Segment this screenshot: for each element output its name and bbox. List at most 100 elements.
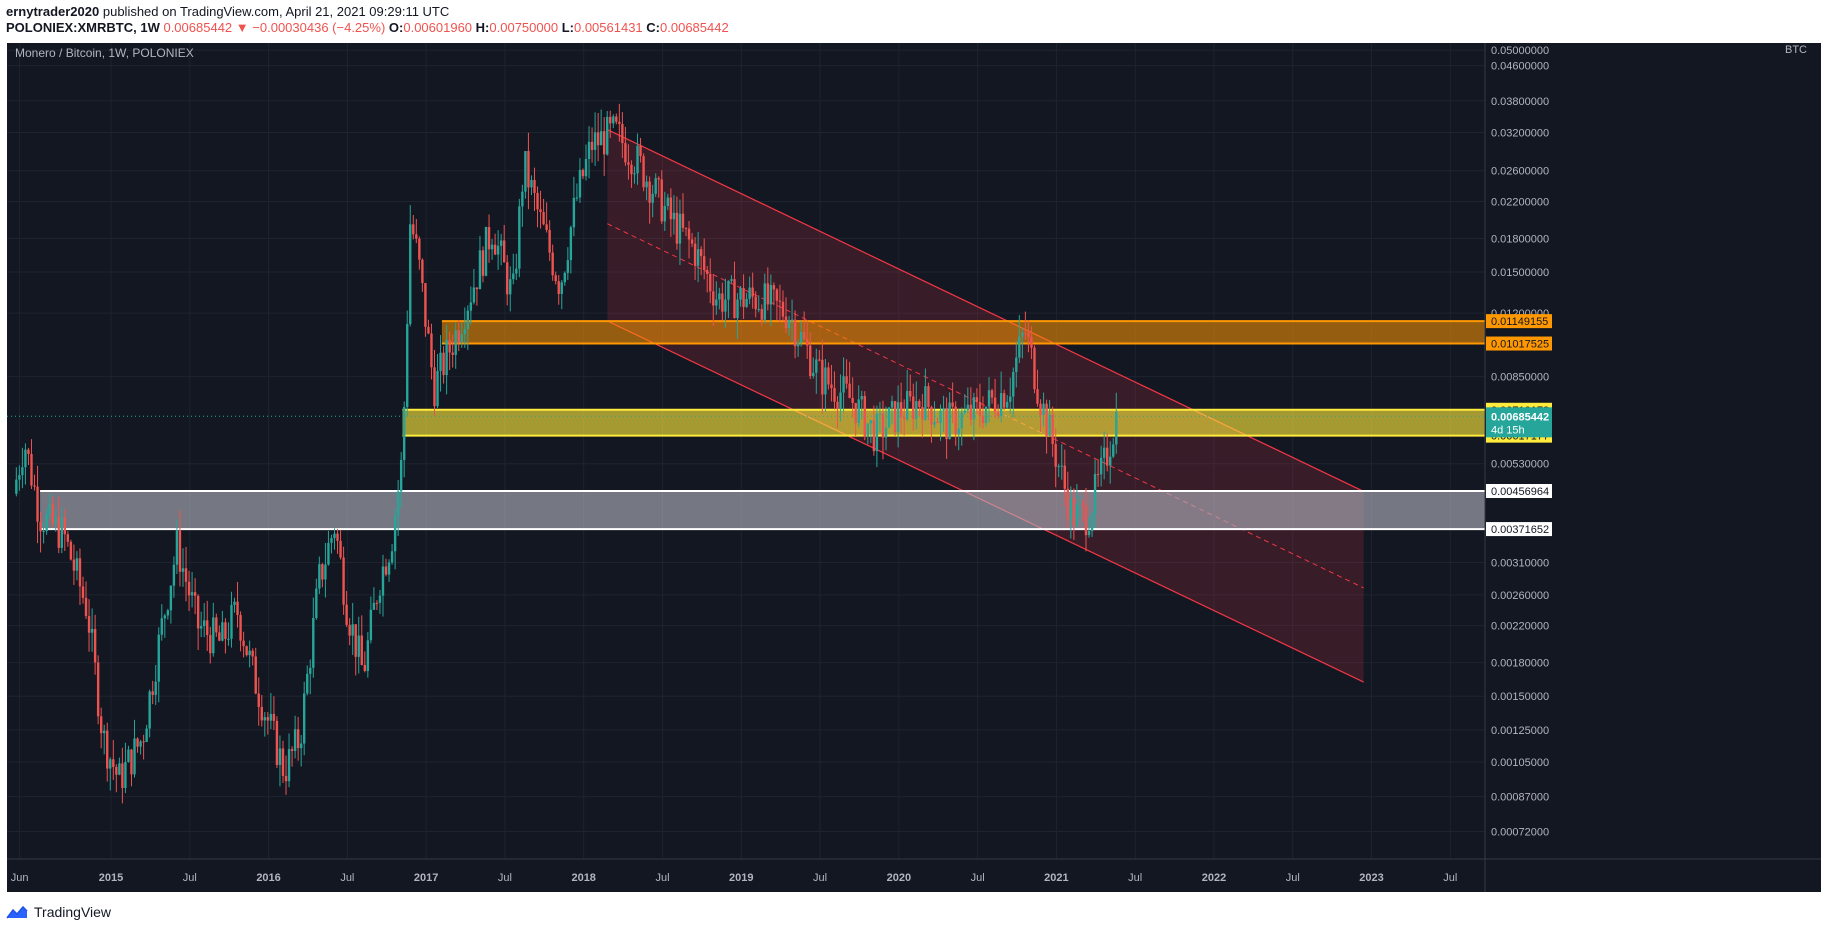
candle-body (406, 324, 409, 408)
candle-body (1027, 332, 1030, 337)
candle-body (187, 581, 191, 596)
y-tick-label: 0.02600000 (1491, 166, 1549, 178)
x-tick-label: 2022 (1202, 872, 1226, 884)
footer-brand[interactable]: TradingView (34, 904, 112, 920)
tradingview-logo-icon[interactable] (6, 905, 28, 919)
candle-body (121, 763, 124, 788)
y-tick-label: 0.00310000 (1491, 557, 1549, 569)
candle-body (642, 156, 645, 188)
candle-body (218, 632, 221, 641)
chart-grid (7, 43, 1485, 859)
candle-body (1072, 498, 1076, 526)
high-label: H: (475, 20, 490, 35)
candle-body (1051, 414, 1054, 445)
candle-body (533, 179, 536, 193)
zone-price-label: 0.01017525 (1491, 339, 1549, 351)
candle-body (1078, 503, 1082, 505)
candle-body (712, 291, 715, 306)
candle-body (475, 287, 479, 290)
candle-body (963, 410, 966, 413)
y-tick-label: 0.05000000 (1491, 45, 1549, 57)
candle-body (63, 517, 67, 535)
price-change: −0.00030436 (−4.25%) (252, 20, 386, 35)
candle-body (139, 741, 142, 747)
candle-body (1002, 393, 1006, 408)
candle-body (84, 597, 88, 617)
candle-body (1060, 465, 1063, 467)
candle-body (993, 397, 997, 412)
candle-body (330, 538, 333, 543)
candle-body (1063, 465, 1066, 489)
candle-body (924, 386, 927, 420)
candle-body (163, 615, 167, 619)
candle-body (148, 691, 151, 729)
candles (15, 103, 1118, 804)
candle-body (936, 422, 939, 424)
candle-body (530, 179, 533, 188)
author-name[interactable]: ernytrader2020 (6, 4, 100, 19)
current-price-label: 0.00685442 (1491, 411, 1549, 423)
candle-body (1012, 371, 1015, 397)
candle-body (945, 408, 948, 440)
y-tick-label: 0.02200000 (1491, 196, 1549, 208)
y-tick-label: 0.00087000 (1491, 792, 1549, 804)
chart-area[interactable]: 0.05000000 0.04600000 0.03800000 0.03200000… (7, 43, 1821, 892)
candle-body (48, 503, 51, 514)
y-tick-label: 0.01500000 (1491, 267, 1549, 279)
candle-body (657, 178, 660, 180)
candle-body (681, 213, 685, 228)
candle-body (857, 399, 860, 424)
candle-body (630, 164, 633, 175)
candle-body (566, 260, 570, 273)
candle-body (709, 273, 712, 292)
candle-body (702, 256, 706, 271)
candle-body (396, 491, 400, 517)
candle-body (112, 759, 115, 767)
candle-body (587, 141, 591, 160)
candle-body (496, 245, 500, 255)
candle-body (212, 617, 215, 654)
chart-header: ernytrader2020 published on TradingView.… (6, 4, 729, 36)
candle-body (851, 397, 854, 403)
candle-body (539, 209, 542, 213)
candle-body (706, 270, 709, 274)
candle-body (899, 402, 903, 418)
candle-body (1066, 488, 1070, 519)
candle-body (45, 513, 48, 532)
candle-body (336, 533, 339, 541)
candle-body (1024, 332, 1027, 334)
candle-body (969, 404, 973, 420)
candle-body (654, 178, 657, 194)
candle-body (733, 279, 736, 319)
candle-body (690, 239, 694, 244)
candle-body (369, 609, 373, 641)
candle-body (257, 693, 260, 707)
candle-body (599, 131, 603, 146)
candle-body (1009, 396, 1012, 402)
candle-body (36, 486, 39, 522)
y-tick-label: 0.03200000 (1491, 127, 1549, 139)
candle-body (1090, 514, 1094, 531)
candle-body (151, 691, 154, 695)
x-tick-label: 2017 (414, 872, 438, 884)
candle-body (302, 693, 306, 744)
candle-body (842, 376, 845, 393)
candle-body (1109, 456, 1112, 466)
x-tick-label: 2023 (1359, 872, 1383, 884)
candle-body (254, 656, 257, 694)
candle-body (169, 585, 173, 611)
candle-body (445, 340, 448, 376)
candle-body (387, 562, 391, 575)
candle-body (175, 530, 179, 565)
candle-body (930, 407, 933, 425)
price-chart[interactable]: 0.05000000 0.04600000 0.03800000 0.03200000… (7, 43, 1821, 892)
zone-price-tag (1486, 314, 1552, 329)
candle-body (324, 564, 327, 580)
candle-body (181, 568, 185, 572)
candle-body (518, 206, 521, 269)
axis-unit: BTC (1785, 44, 1807, 56)
candle-body (230, 605, 233, 639)
candle-body (572, 197, 576, 228)
candle-body (342, 557, 345, 605)
candle-body (472, 287, 476, 303)
